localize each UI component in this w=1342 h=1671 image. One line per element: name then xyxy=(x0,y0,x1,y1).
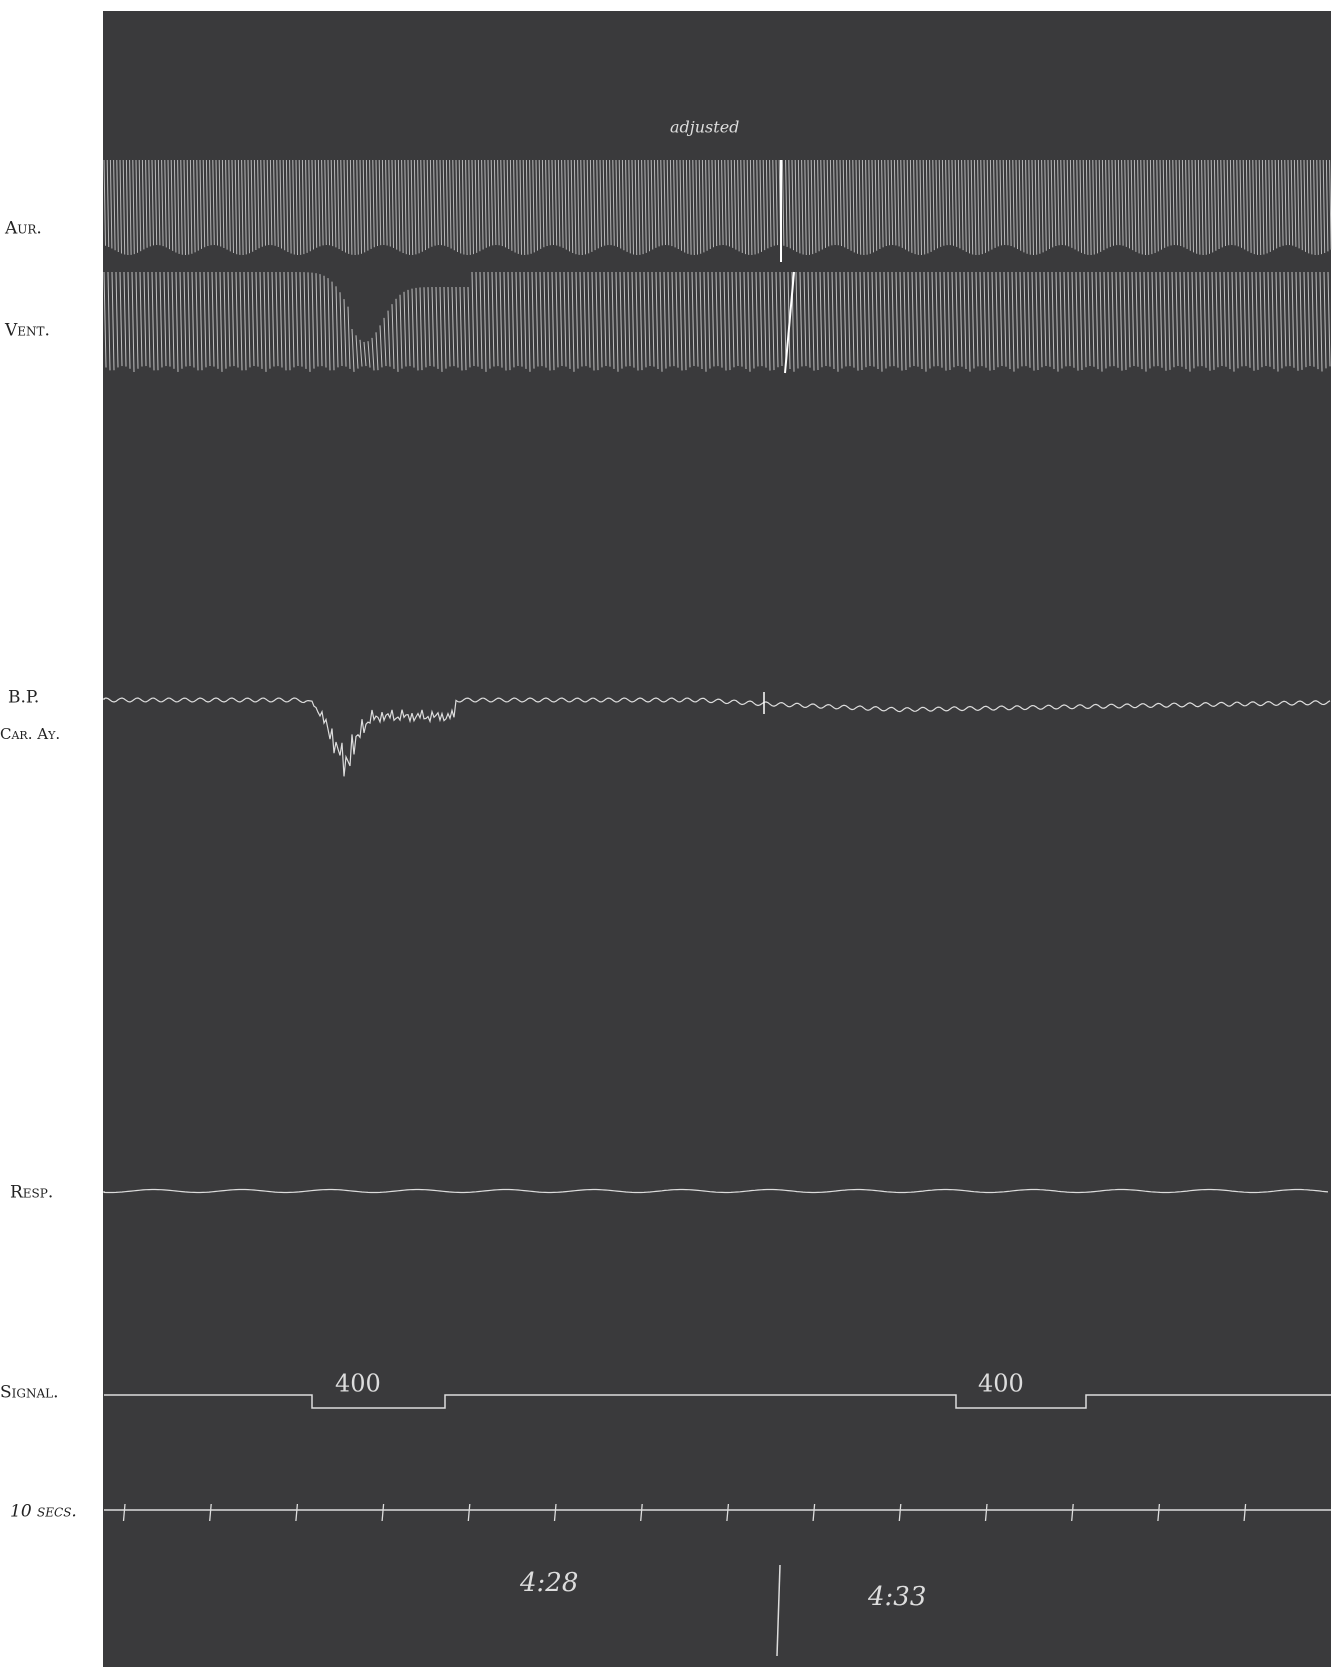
page: {"labels": {"aur": "Aur.", "vent": "Vent… xyxy=(0,0,1342,1671)
time-mark: 4:33 xyxy=(867,1582,926,1612)
resp-label: Resp. xyxy=(10,1183,53,1203)
aur-label: Aur. xyxy=(4,219,42,239)
signal-label: Signal. xyxy=(0,1383,59,1403)
time-label: 10 secs. xyxy=(10,1502,77,1522)
signal-mark: 400 xyxy=(978,1370,1024,1398)
annotation: adjusted xyxy=(670,118,739,137)
time-mark: 4:28 xyxy=(519,1568,578,1598)
signal-mark: 400 xyxy=(335,1370,381,1398)
vent-label: Vent. xyxy=(4,321,50,341)
kymograph-record: Aur. Vent. B.P. Car. Ay. Resp. Signal. 1… xyxy=(0,0,1342,1671)
smoked-paper xyxy=(103,11,1331,1667)
bp-label: B.P. xyxy=(8,688,39,708)
car-label: Car. Ay. xyxy=(0,725,60,743)
